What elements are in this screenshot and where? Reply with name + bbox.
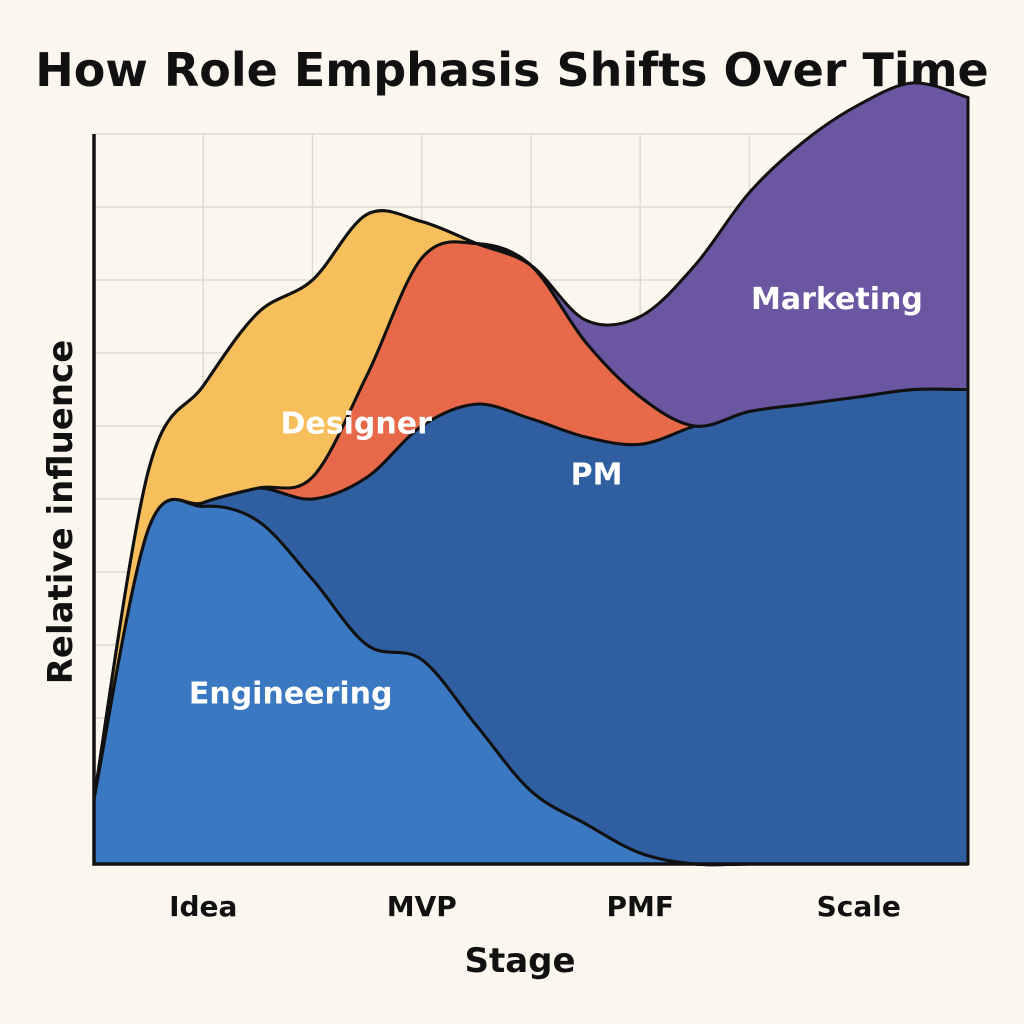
area-marketing xyxy=(92,81,970,800)
label-marketing: Marketing xyxy=(751,282,923,317)
label-designer: Designer xyxy=(281,406,433,441)
label-pm: PM xyxy=(571,457,623,492)
axes xyxy=(92,134,968,866)
chart-title: How Role Emphasis Shifts Over Time xyxy=(35,43,989,97)
label-engineering: Engineering xyxy=(189,676,393,711)
area-layers xyxy=(92,81,970,867)
x-tick-pmf: PMF xyxy=(606,890,674,923)
x-tick-scale: Scale xyxy=(817,890,901,923)
x-tick-labels: Idea MVP PMF Scale xyxy=(169,890,901,923)
axis-lines xyxy=(92,134,968,866)
x-tick-mvp: MVP xyxy=(387,890,457,923)
x-axis-title: Stage xyxy=(464,941,575,981)
x-tick-idea: Idea xyxy=(169,890,237,923)
layer-labels: Engineering Designer PM Marketing xyxy=(189,282,923,711)
y-axis-title: Relative influence xyxy=(41,340,81,685)
